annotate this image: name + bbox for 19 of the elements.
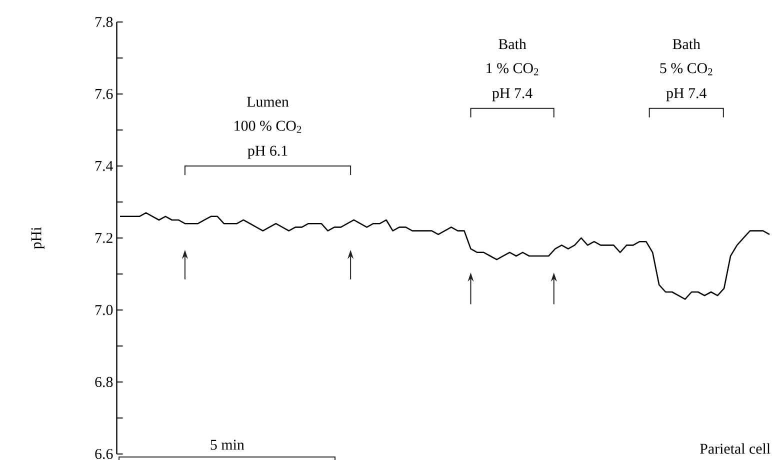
annotation: Parietal cell — [700, 443, 770, 454]
annotation: 5 min — [210, 440, 244, 450]
y-axis-title: pHi — [31, 227, 44, 249]
annotation: pH 7.4 — [492, 88, 532, 102]
y-tick-label: 7.6 — [96, 88, 113, 100]
y-tick-label: 6.8 — [95, 376, 113, 388]
annotation: 1 % CO$_{2}$ — [486, 63, 538, 76]
annotation: Lumen — [247, 96, 289, 107]
annotation: pH 6.1 — [248, 146, 288, 159]
annotation: Bath — [498, 38, 526, 50]
y-tick-label: 6.6 — [95, 448, 113, 460]
annotation: 100 % CO$_{2}$ — [234, 120, 302, 133]
y-tick-label: 7.8 — [96, 16, 113, 28]
y-tick-label: 7.4 — [96, 160, 113, 172]
annotation: pH 7.4 — [666, 88, 706, 102]
y-tick-label: 7.2 — [96, 232, 112, 244]
y-tick-label: 7.0 — [96, 304, 113, 316]
annotation: 5 % CO$_{2}$ — [660, 63, 712, 76]
annotation: Bath — [672, 38, 700, 50]
